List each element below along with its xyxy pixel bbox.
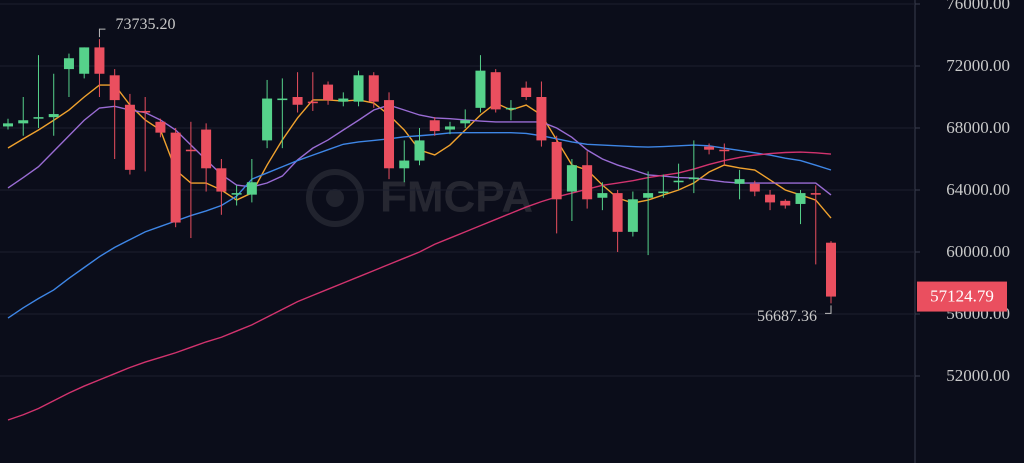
candle-body	[109, 75, 120, 101]
candle-body	[414, 140, 425, 161]
candle-body	[48, 114, 59, 118]
candle-body	[170, 132, 181, 223]
candle-body	[201, 129, 212, 169]
candle-body	[597, 193, 608, 198]
candle-body	[810, 193, 821, 195]
y-tick-label: 68000.00	[946, 118, 1010, 137]
candle-body	[307, 101, 318, 104]
watermark: FMCPA	[380, 173, 533, 222]
candle-body	[292, 96, 303, 105]
candle-body	[795, 193, 806, 204]
candle-body	[749, 183, 760, 192]
candle-body	[353, 75, 364, 102]
candle-body	[765, 194, 776, 203]
candle-body	[124, 104, 135, 170]
price-tag	[917, 281, 1007, 312]
candle-body	[673, 180, 684, 183]
candle-body	[658, 191, 669, 194]
candle-body	[338, 98, 349, 102]
candle-body	[719, 149, 730, 152]
candle-body	[79, 47, 90, 74]
candle-body	[475, 70, 486, 108]
max-label: 73735.20	[115, 16, 175, 33]
watermark-logo	[306, 169, 364, 227]
y-tick-label: 60000.00	[946, 242, 1010, 261]
candle-body	[246, 182, 257, 195]
candle-body	[688, 177, 699, 180]
candle-body	[399, 160, 410, 169]
candle-body	[612, 193, 623, 232]
max-marker	[98, 28, 106, 38]
candle-body	[536, 96, 547, 141]
candle-body	[627, 199, 638, 232]
candle-body	[460, 120, 471, 124]
candle-body	[277, 98, 288, 101]
min-label: 56687.36	[757, 308, 817, 325]
candle-body	[33, 117, 44, 119]
candle-body	[231, 193, 242, 195]
candle-body	[551, 141, 562, 200]
candle-body	[323, 84, 334, 101]
candle-body	[3, 123, 13, 127]
candle-body	[185, 149, 196, 152]
candle-body	[384, 100, 395, 169]
candle-body	[582, 165, 593, 200]
y-tick-label: 52000.00	[946, 366, 1010, 385]
candle-body	[566, 165, 577, 192]
candle-body	[643, 193, 654, 198]
candle-body	[490, 72, 501, 110]
candle-body	[521, 87, 532, 97]
candle-body	[368, 75, 379, 102]
candle-body	[734, 179, 745, 184]
price-tag-label: 57124.79	[930, 286, 994, 305]
candle-body	[155, 121, 166, 133]
min-marker	[825, 305, 832, 314]
candle-body	[780, 200, 791, 206]
candle-body	[216, 168, 227, 192]
candle-body	[429, 120, 440, 132]
candle-body	[18, 120, 29, 124]
candle-body	[826, 242, 836, 297]
candle-body	[63, 58, 74, 70]
y-tick-label: 76000.00	[946, 0, 1010, 13]
candle-body	[262, 98, 273, 141]
y-tick-label: 64000.00	[946, 180, 1010, 199]
y-tick-label: 72000.00	[946, 56, 1010, 75]
candle-body	[140, 110, 151, 113]
candle-body	[94, 47, 105, 74]
candle-body	[444, 126, 455, 130]
candle-body	[704, 146, 715, 150]
candle-body	[505, 107, 516, 110]
